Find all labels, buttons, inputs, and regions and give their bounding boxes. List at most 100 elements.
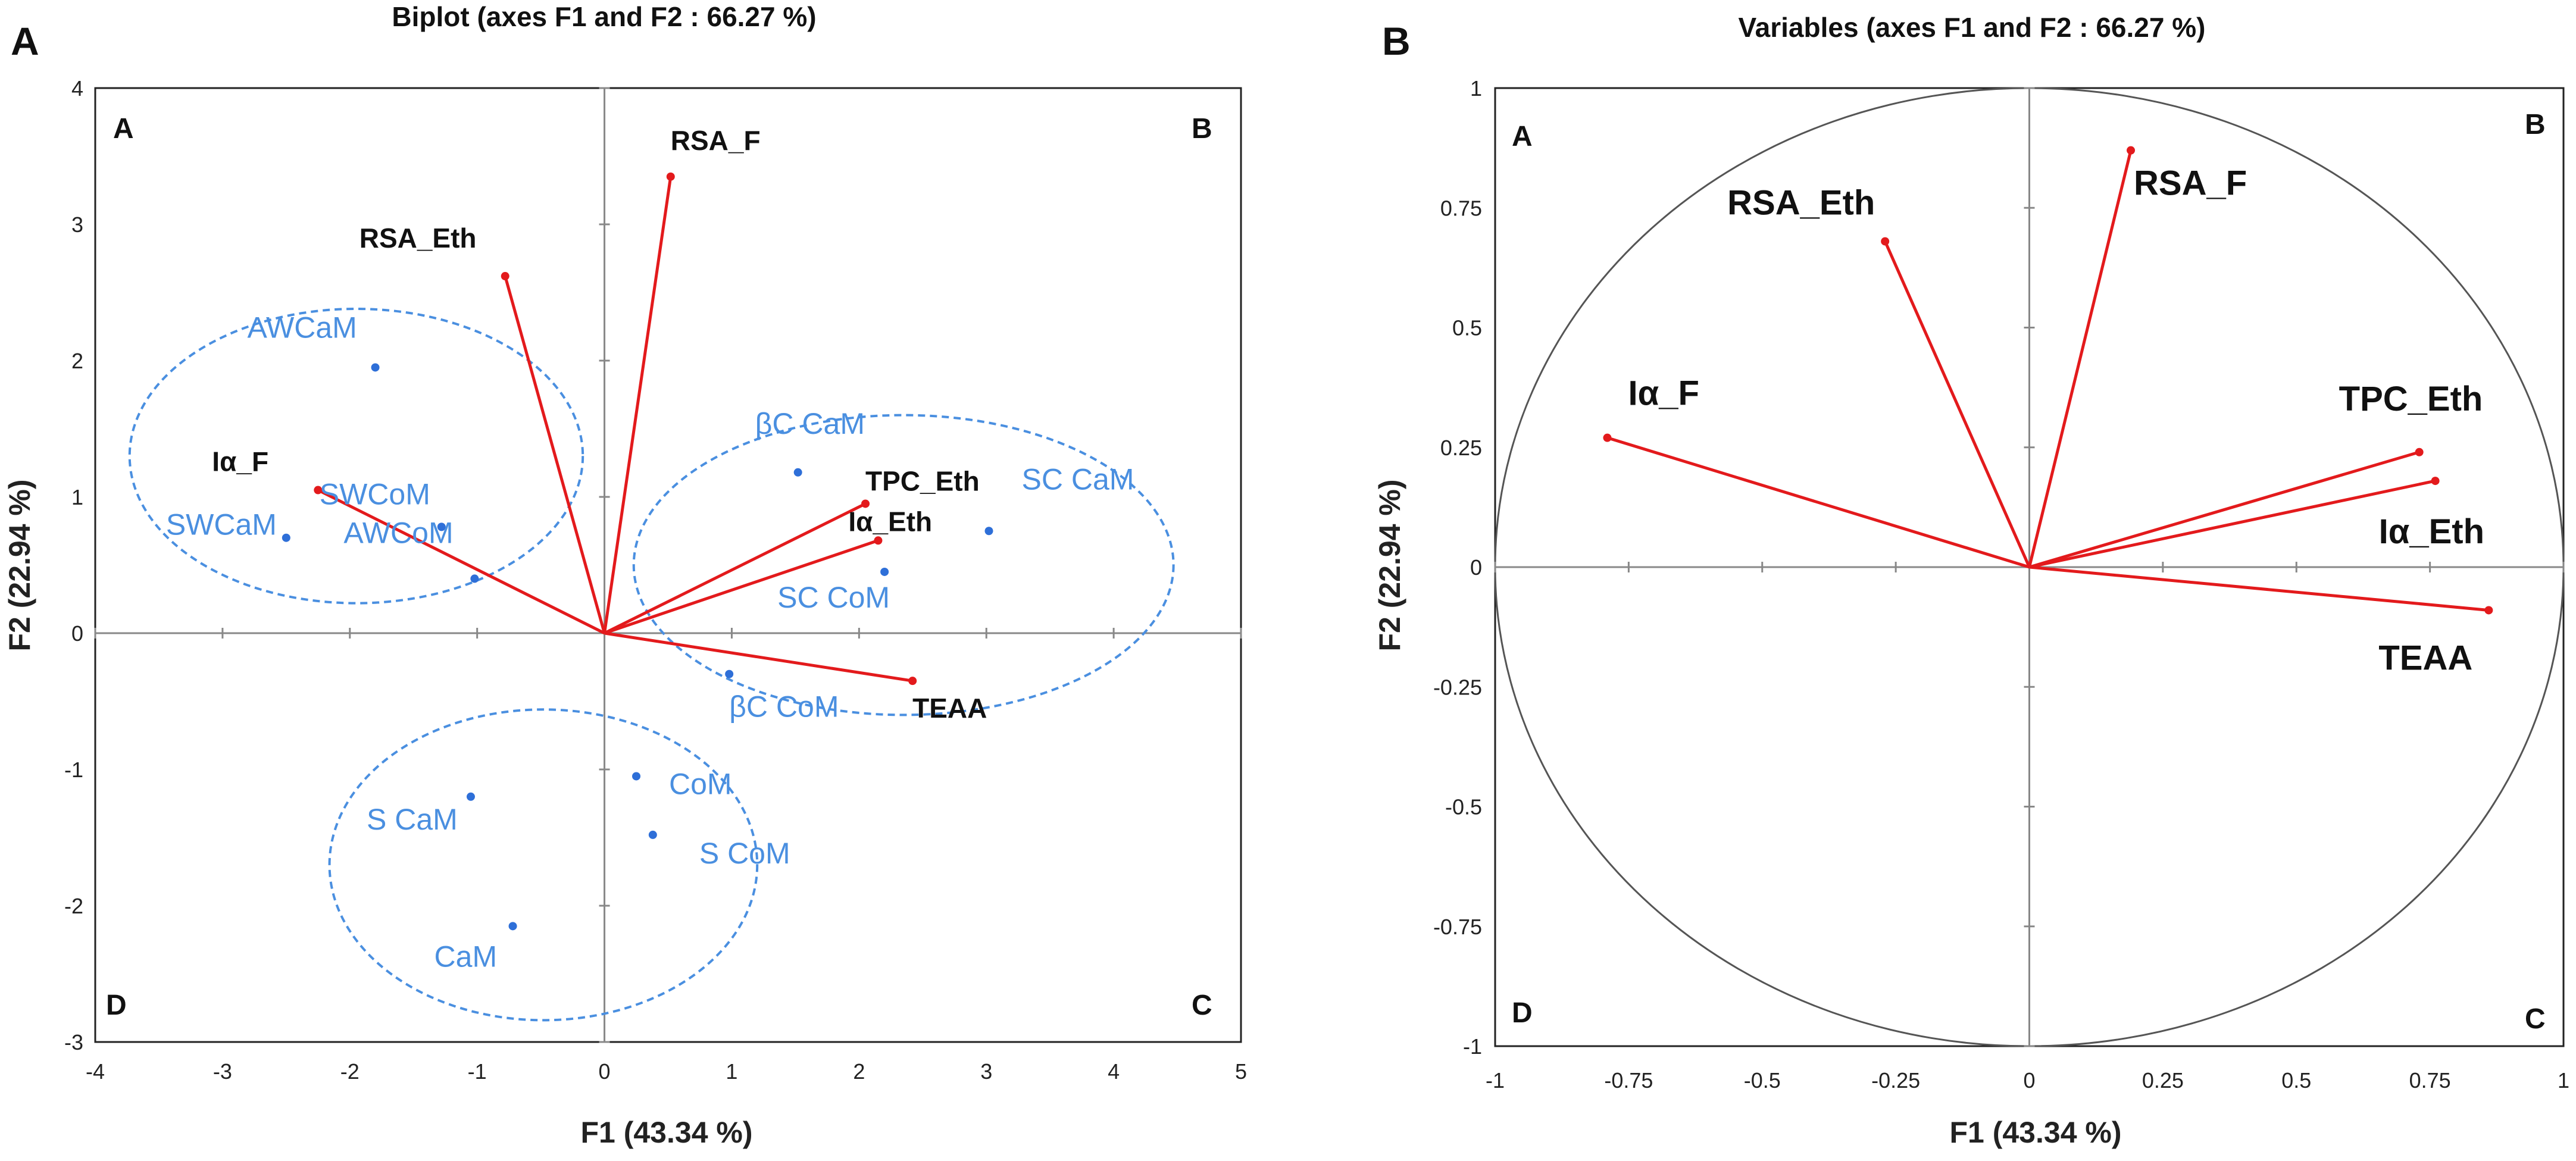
panel-b-x-tick-label: 0.75: [2409, 1068, 2451, 1093]
panel-a-point-label-com: CoM: [669, 767, 732, 800]
panel-b-quadrant-d: D: [1512, 997, 1533, 1029]
panel-a-vector-ialpha-f: [317, 489, 605, 635]
panel-b-x-tick-label: -0.25: [1871, 1068, 1920, 1093]
panel-b-y-tick-label: 0.5: [1452, 316, 1482, 340]
panel-a-point-s-cam: [466, 792, 475, 801]
panel-a-y-tick-label: -3: [64, 1030, 83, 1054]
panel-a-labels: RSA_F RSA_Eth Iα_F TPC_Eth Iα_Eth TEAA AWCaM SW…: [166, 125, 1134, 973]
panel-a-vector-tip-rsa-f: [666, 172, 675, 181]
panel-a-point-betac-cam: [793, 468, 802, 477]
panel-a-point-label-swcom: SWCoM: [320, 477, 430, 511]
panel-b-vector-ialpha-eth: [2028, 479, 2436, 569]
panel-a-point-cam: [508, 922, 517, 931]
panel-b-y-tick-label: -0.25: [1433, 675, 1482, 699]
panel-a-variable-label-rsa-eth: RSA_Eth: [359, 223, 477, 254]
panel-a-point-label-betac-com: βC CoM: [729, 690, 839, 724]
panel-b-y-axis-title: F2 (22.94 %): [1373, 479, 1406, 651]
panel-a-point-label-cam: CaM: [434, 940, 498, 973]
panel-b-quadrant-c: C: [2525, 1003, 2546, 1035]
panel-a-x-tick-label: 0: [599, 1059, 611, 1084]
panel-b-variable-label-ialpha-eth: Iα_Eth: [2379, 512, 2484, 551]
panel-a-vector-rsa-eth: [504, 276, 606, 634]
panel-b-variable-label-ialpha-f: Iα_F: [1628, 374, 1699, 413]
panel-a-vectors: [314, 172, 917, 686]
panel-a-y-tick-label: -2: [64, 894, 83, 918]
panel-a-x-tick-label: -3: [213, 1059, 232, 1084]
panel-a-vector-tip-teaa: [908, 677, 917, 686]
panel-b-x-tick-label: 1: [2558, 1068, 2569, 1093]
panel-a-point-betac-com: [725, 669, 734, 678]
panel-b-vector-tip-rsa-eth: [1881, 237, 1890, 246]
panel-b-x-tick-label: -1: [1486, 1068, 1505, 1093]
panel-a-x-tick-label: -2: [340, 1059, 359, 1084]
panel-a-group-2-ellipse: [632, 414, 1175, 716]
panel-b-variable-label-teaa: TEAA: [2378, 639, 2472, 677]
panel-b-vector-tip-ialpha-f: [1603, 433, 1612, 442]
panel-b-y-tick-label: 0: [1470, 555, 1482, 580]
panel-a-quadrant-b: B: [1192, 113, 1212, 145]
panel-a-vector-teaa: [604, 631, 913, 683]
panel-a-vector-tip-tpc-eth: [861, 499, 870, 508]
panel-a-point-awcom: [470, 574, 479, 583]
panel-a-vector-rsa-f: [603, 176, 673, 634]
panel-b-title: Variables (axes F1 and F2 : 66.27 %): [1739, 12, 2206, 43]
panel-a-x-tick-label: 4: [1108, 1059, 1120, 1084]
panel-b: B Variables (axes F1 and F2 : 66.27 %) -…: [1373, 12, 2569, 1149]
panel-a-variable-label-rsa-f: RSA_F: [671, 125, 761, 156]
panel-b-y-tick-label: 1: [1470, 76, 1482, 101]
panel-a-variable-label-teaa: TEAA: [912, 693, 987, 724]
panel-b-y-tick-label: 0.75: [1440, 196, 1482, 220]
panel-a: A Biplot (axes F1 and F2 : 66.27 %) -4 -3…: [3, 1, 1247, 1149]
panel-b-variable-label-rsa-eth: RSA_Eth: [1727, 184, 1875, 223]
panel-a-frame: [94, 87, 1242, 1043]
panel-b-x-tick-label: 0.5: [2281, 1068, 2311, 1093]
panel-b-y-tick-label: 0.25: [1440, 436, 1482, 460]
panel-a-vector-tpc-eth: [604, 502, 867, 635]
panel-b-vector-rsa-f: [2028, 150, 2133, 568]
panel-b-x-axis-title: F1 (43.34 %): [1949, 1116, 2121, 1149]
panel-a-groups: [128, 307, 1175, 1022]
panel-a-point-label-swcam: SWCaM: [166, 508, 277, 542]
panel-a-variable-label-tpc-eth: TPC_Eth: [865, 465, 980, 496]
panel-b-x-tick-label: 0.25: [2142, 1068, 2184, 1093]
panel-a-group-1-ellipse: [128, 307, 584, 605]
panel-a-vector-tip-rsa-eth: [501, 272, 509, 281]
panel-a-point-swcom: [437, 522, 446, 531]
panel-b-variable-label-rsa-f: RSA_F: [2134, 164, 2247, 203]
panel-a-x-tick-label: 1: [726, 1059, 737, 1084]
panel-a-point-sc-cam: [984, 527, 993, 536]
panel-b-axes: -1 -0.75 -0.5 -0.25 0 0.25 0.5 0.75 1 -1 -0.75 -0.5…: [1433, 76, 2569, 1093]
panel-a-point-label-awcam: AWCaM: [248, 311, 357, 344]
panel-b-vector-tip-teaa: [2484, 606, 2493, 615]
panel-a-y-tick-label: 2: [71, 349, 83, 373]
panel-a-y-tick-label: 0: [71, 621, 83, 646]
panel-b-quadrant-a: A: [1512, 121, 1533, 152]
panel-b-x-tick-label: 0: [2023, 1068, 2035, 1093]
panel-a-y-tick-label: -1: [64, 758, 83, 782]
panel-a-title: Biplot (axes F1 and F2 : 66.27 %): [392, 1, 816, 32]
panel-a-point-label-awcom: AWCoM: [343, 516, 453, 549]
panel-a-x-tick-label: -4: [86, 1059, 105, 1084]
panel-a-x-tick-label: 3: [980, 1059, 992, 1084]
panel-a-variable-label-ialpha-eth: Iα_Eth: [848, 506, 932, 537]
panel-a-point-label-s-cam: S CaM: [367, 803, 458, 836]
panel-a-y-tick-label: 3: [71, 212, 83, 237]
panel-a-point-label-sc-com: SC CoM: [777, 581, 890, 614]
panel-a-x-tick-label: -1: [468, 1059, 487, 1084]
panel-a-point-awcam: [371, 363, 380, 372]
panel-a-point-s-com: [648, 830, 657, 839]
panel-b-letter: B: [1382, 19, 1411, 63]
panel-a-y-tick-label: 1: [71, 485, 83, 509]
panel-a-letter: A: [11, 19, 39, 63]
panel-b-vector-ialpha-f: [1606, 436, 2030, 569]
panel-a-vector-tip-ialpha-eth: [874, 536, 883, 545]
panel-a-point-label-s-com: S CoM: [699, 837, 790, 870]
panel-b-vector-tip-tpc-eth: [2415, 447, 2424, 456]
panel-b-x-tick-label: -0.5: [1744, 1068, 1781, 1093]
panel-a-point-com: [632, 772, 641, 781]
panel-b-labels: RSA_F RSA_Eth Iα_F TPC_Eth Iα_Eth TEAA: [1628, 164, 2484, 678]
panel-a-point-label-sc-cam: SC CaM: [1022, 462, 1134, 496]
panel-a-x-tick-label: 2: [853, 1059, 865, 1084]
